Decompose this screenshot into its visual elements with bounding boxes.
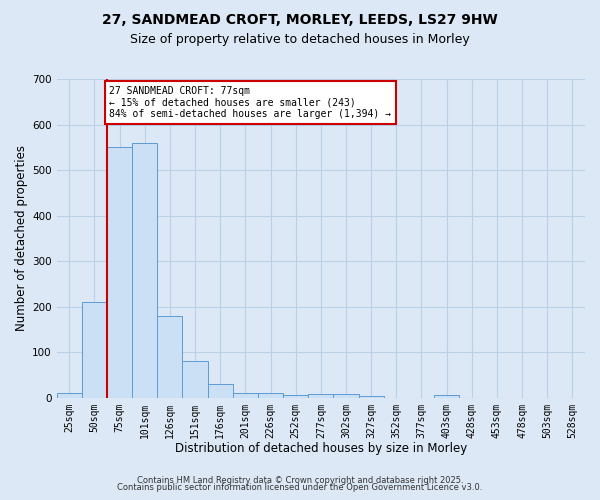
Text: 27, SANDMEAD CROFT, MORLEY, LEEDS, LS27 9HW: 27, SANDMEAD CROFT, MORLEY, LEEDS, LS27 … — [102, 12, 498, 26]
Bar — [233, 393, 258, 398]
Bar — [359, 396, 384, 398]
Text: 27 SANDMEAD CROFT: 77sqm
← 15% of detached houses are smaller (243)
84% of semi-: 27 SANDMEAD CROFT: 77sqm ← 15% of detach… — [109, 86, 391, 119]
Bar — [82, 302, 107, 398]
Bar — [107, 148, 132, 398]
Bar — [208, 384, 233, 398]
Bar — [334, 394, 359, 398]
Y-axis label: Number of detached properties: Number of detached properties — [15, 146, 28, 332]
Bar — [132, 142, 157, 398]
Text: Size of property relative to detached houses in Morley: Size of property relative to detached ho… — [130, 32, 470, 46]
Bar — [283, 395, 308, 398]
Bar — [157, 316, 182, 398]
Bar — [258, 393, 283, 398]
Bar — [308, 394, 334, 398]
Text: Contains HM Land Registry data © Crown copyright and database right 2025.: Contains HM Land Registry data © Crown c… — [137, 476, 463, 485]
Bar — [56, 393, 82, 398]
Bar — [182, 362, 208, 398]
X-axis label: Distribution of detached houses by size in Morley: Distribution of detached houses by size … — [175, 442, 467, 455]
Text: Contains public sector information licensed under the Open Government Licence v3: Contains public sector information licen… — [118, 484, 482, 492]
Bar — [434, 396, 459, 398]
